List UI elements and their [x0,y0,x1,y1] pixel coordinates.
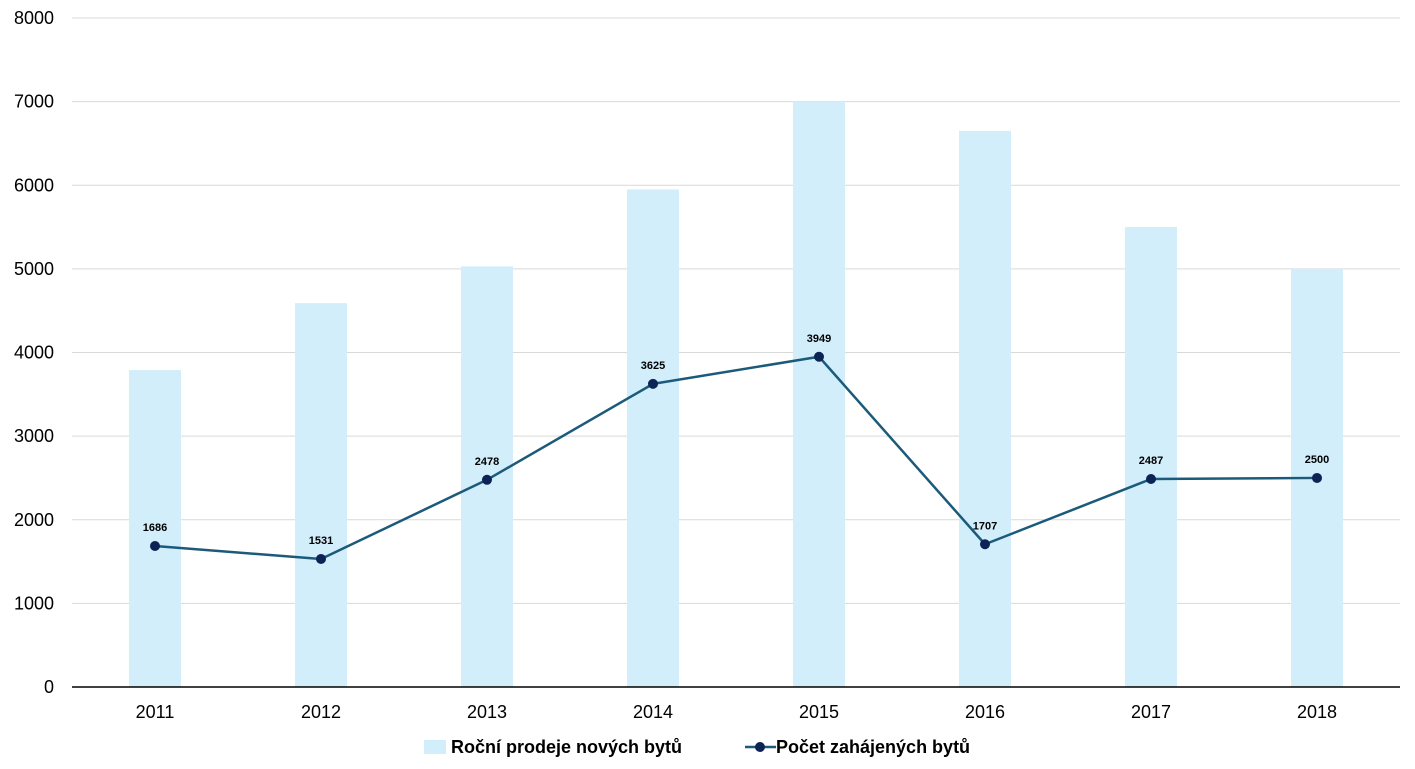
bar [295,303,347,687]
y-tick-label: 5000 [14,259,54,279]
y-tick-label: 4000 [14,343,54,363]
x-tick-label: 2011 [136,702,175,722]
x-tick-label: 2018 [1297,702,1337,722]
series-line [154,355,1318,561]
y-tick-label: 7000 [14,92,54,112]
bar [1125,227,1177,687]
data-label: 3949 [807,333,831,345]
y-tick-label: 6000 [14,175,54,195]
line-point [1146,474,1156,485]
y-tick-label: 1000 [14,593,54,613]
data-label: 1686 [143,522,167,534]
y-tick-label: 8000 [14,8,54,28]
data-label: 3625 [641,360,665,372]
data-label: 2487 [1139,455,1163,467]
x-tick-label: 2012 [301,702,341,722]
bar [627,189,679,687]
data-label: 2478 [475,456,499,468]
x-tick-label: 2013 [467,702,507,722]
x-tick-label: 2017 [1131,702,1171,722]
line-point [814,351,824,362]
x-tick-label: 2015 [799,702,839,722]
line-point [482,474,492,485]
bar-series [129,101,1343,688]
bar [793,101,845,687]
data-label: 1531 [309,535,333,547]
line-point [1312,472,1322,483]
bar [129,370,181,687]
line-point [980,539,990,550]
legend-label-line: Počet zahájených bytů [776,737,970,757]
legend-swatch-marker [755,742,765,752]
axes: 0 1000 2000 3000 4000 5000 6000 7000 8000 2011 201… [14,8,1400,722]
legend-swatch-bar [424,740,446,754]
x-tick-label: 2016 [965,702,1005,722]
line-point [648,378,658,389]
line-series [150,351,1322,564]
gridlines [72,17,1400,604]
x-tick-label: 2014 [633,702,673,722]
y-tick-label: 3000 [14,426,54,446]
y-tick-label: 0 [44,677,54,697]
bar [959,130,1011,688]
y-tick-label: 2000 [14,510,54,530]
line-point [150,541,160,552]
legend: Roční prodeje nových bytů Počet zahájený… [424,737,970,757]
line-point [316,553,326,564]
data-labels: 1686 1531 2478 3625 3949 1707 2487 2500 [143,333,1329,547]
data-label: 1707 [973,520,997,532]
data-label: 2500 [1305,454,1329,466]
legend-label-bar: Roční prodeje nových bytů [451,737,682,757]
